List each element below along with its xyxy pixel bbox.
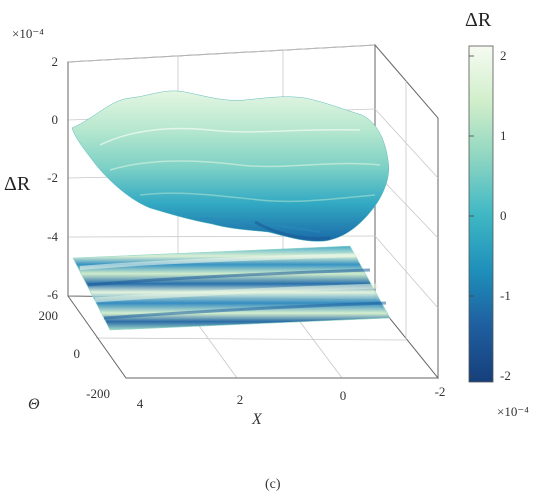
x-tick-label: 2 — [237, 392, 244, 407]
colorbar-tick-label: -1 — [500, 288, 511, 303]
x-tick-label: 4 — [137, 396, 144, 411]
x-tick-label: -2 — [435, 384, 446, 399]
y-tick-label: 0 — [74, 346, 81, 361]
y-ticks: 200 0 -200 — [39, 308, 111, 401]
z-tick-label: 0 — [52, 112, 59, 127]
y-axis-label: Θ — [28, 396, 40, 413]
colorbar-tick-label: 1 — [500, 128, 507, 143]
x-ticks: 4 2 0 -2 — [137, 384, 446, 411]
y-tick-label: -200 — [86, 386, 110, 401]
z-tick-label: -2 — [47, 170, 58, 185]
z-tick-label: -6 — [47, 287, 58, 302]
z-axis-label: ΔR — [4, 173, 31, 195]
z-exponent: ×10⁻⁴ — [12, 26, 44, 41]
surface — [71, 90, 390, 242]
colorbar-tick-label: 2 — [500, 48, 507, 63]
projection-contour-plane — [72, 245, 391, 331]
colorbar-title: ΔR — [465, 9, 492, 31]
colorbar: ΔR 2 1 0 -1 -2 ×10⁻⁴ — [465, 9, 529, 419]
colorbar-exponent: ×10⁻⁴ — [497, 404, 529, 419]
colorbar-ticks: 2 1 0 -1 -2 — [469, 48, 511, 383]
y-tick-label: 200 — [39, 308, 59, 323]
colorbar-tick-label: 0 — [500, 208, 507, 223]
colorbar-gradient — [468, 45, 494, 383]
z-ticks: 2 0 -2 -4 -6 — [47, 54, 58, 302]
z-tick-label: -4 — [47, 229, 58, 244]
x-tick-label: 0 — [340, 388, 347, 403]
colorbar-tick-label: -2 — [500, 368, 511, 383]
projection-streaks — [79, 253, 387, 320]
figure-caption: (c) — [265, 477, 281, 492]
x-axis-label: X — [251, 411, 263, 428]
z-tick-label: 2 — [52, 54, 59, 69]
